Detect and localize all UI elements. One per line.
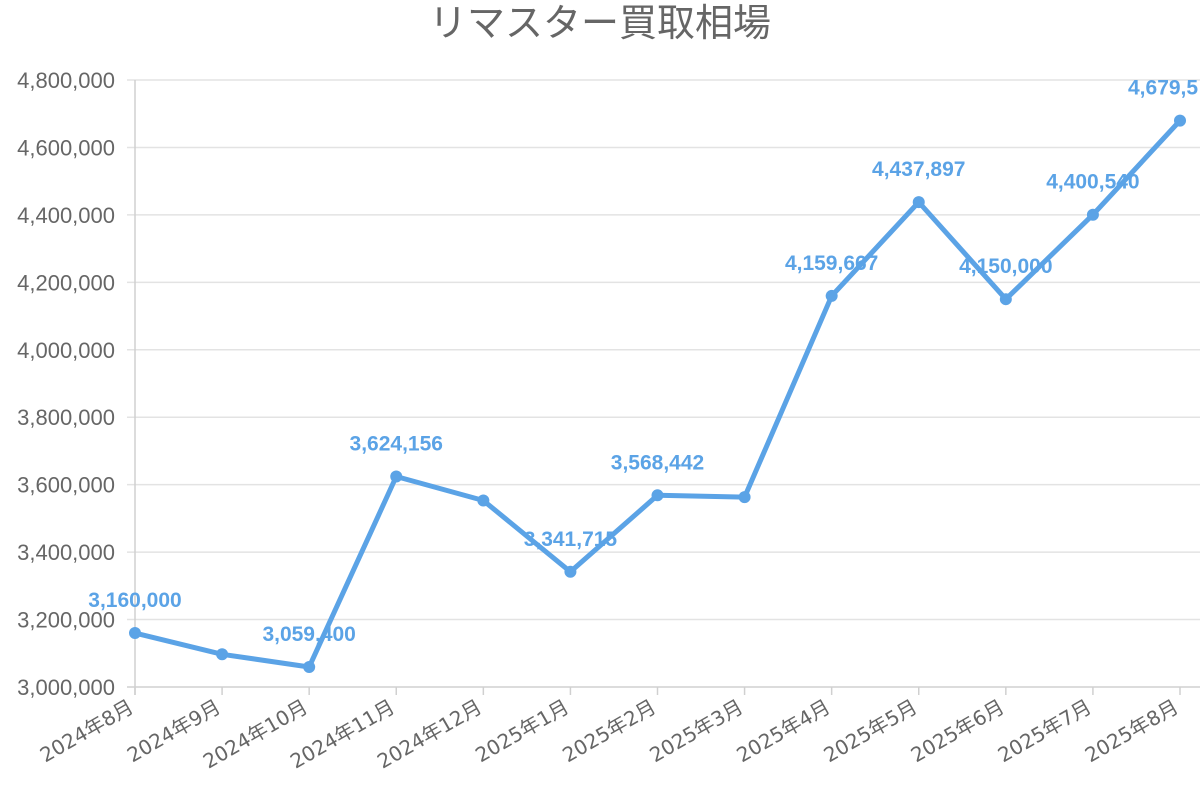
x-tick-label: 2025年8月	[1081, 695, 1183, 768]
y-tick-label: 3,000,000	[17, 675, 115, 700]
y-tick-label: 3,400,000	[17, 540, 115, 565]
x-tick-label: 2025年6月	[907, 695, 1009, 768]
data-label: 4,400,540	[1046, 171, 1139, 194]
data-point[interactable]	[651, 489, 664, 502]
x-tick-label: 2025年7月	[994, 695, 1096, 768]
data-label: 3,568,442	[611, 451, 704, 474]
data-label: 4,437,897	[872, 158, 965, 181]
y-axis: 3,000,000 3,200,000 3,400,000 3,600,000 3,80…	[17, 68, 115, 700]
data-point[interactable]	[999, 293, 1012, 306]
y-tick-label: 4,600,000	[17, 135, 115, 160]
x-axis: 2024年8月2024年9月2024年10月2024年11月2024年12月20…	[36, 687, 1183, 774]
y-tick-label: 3,600,000	[17, 473, 115, 498]
data-label: 4,679,5	[1128, 77, 1198, 100]
x-tick-label: 2025年5月	[820, 695, 922, 768]
data-point[interactable]	[216, 648, 229, 661]
data-point[interactable]	[129, 627, 141, 640]
chart-title: リマスター買取相場	[429, 1, 771, 45]
data-point[interactable]	[477, 494, 490, 507]
data-point[interactable]	[303, 660, 316, 673]
data-label-layer: 3,160,000 3,059,400 3,624,156 3,341,715 3,56…	[88, 77, 1198, 646]
y-tick-label: 4,800,000	[17, 68, 115, 93]
x-tick-label: 2025年3月	[645, 695, 747, 768]
data-point[interactable]	[1086, 208, 1099, 221]
data-point[interactable]	[738, 491, 751, 504]
data-point[interactable]	[1174, 114, 1186, 127]
y-tick-label: 3,200,000	[17, 608, 115, 633]
x-tick-label: 2024年8月	[36, 695, 138, 768]
data-point[interactable]	[390, 470, 403, 483]
series-line	[132, 118, 1183, 670]
x-tick-label: 2025年1月	[471, 695, 573, 768]
data-point[interactable]	[912, 196, 925, 209]
data-label: 3,059,400	[262, 623, 355, 646]
data-label: 3,624,156	[350, 433, 443, 456]
data-point[interactable]	[825, 289, 838, 302]
y-tick-label: 4,200,000	[17, 270, 115, 295]
data-label: 3,160,000	[88, 589, 181, 612]
data-label: 4,159,667	[785, 252, 878, 275]
data-point[interactable]	[564, 565, 577, 578]
y-tick-label: 4,400,000	[17, 203, 115, 228]
y-tick-label: 4,000,000	[17, 338, 115, 363]
x-tick-label: 2025年2月	[558, 695, 660, 768]
series-layer	[129, 114, 1186, 673]
data-label: 4,150,000	[959, 255, 1052, 278]
x-tick-label: 2025年4月	[732, 695, 834, 768]
y-tick-label: 3,800,000	[17, 405, 115, 430]
grid-layer	[127, 79, 1200, 695]
data-label: 3,341,715	[524, 528, 618, 551]
